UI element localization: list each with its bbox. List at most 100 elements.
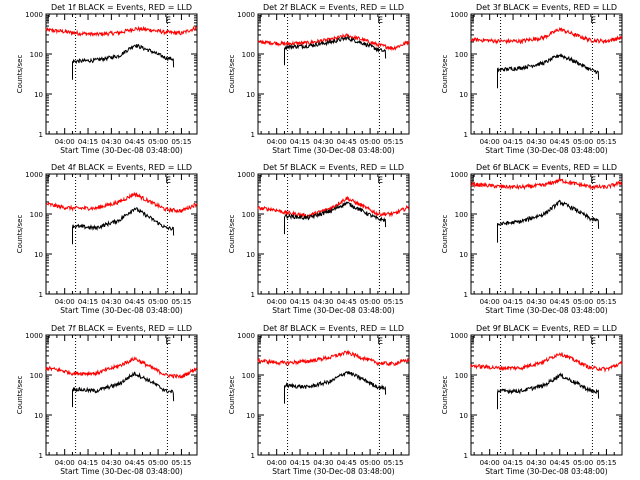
series-events-line (72, 207, 175, 245)
time-marker-label: E (377, 176, 383, 186)
x-axis-label: Start Time (30-Dec-08 03:48:00) (485, 146, 607, 155)
series-lld-line (45, 356, 198, 379)
series-lld-line (257, 349, 410, 367)
x-tick-label: 04:30 (313, 298, 333, 306)
plot-frame (257, 13, 410, 135)
x-axis-label: Start Time (30-Dec-08 03:48:00) (485, 306, 607, 315)
y-tick-label: 1 (39, 291, 43, 299)
panel-title: Det 8f BLACK = Events, RED = LLD (263, 324, 404, 333)
series-lld-line (470, 26, 622, 45)
y-tick-label: 1 (39, 131, 43, 139)
x-tick-label: 04:15 (290, 138, 310, 146)
x-tick-label: 04:00 (480, 459, 500, 467)
panel-det-3f: Det 3f BLACK = Events, RED = LLD 1 10 100 10… (441, 3, 623, 155)
y-tick-label: 10 (459, 412, 468, 420)
plot-frame (45, 173, 198, 295)
y-axis-label: Counts/sec (441, 376, 449, 415)
y-tick-label: 1 (251, 131, 255, 139)
y-tick-label: 10 (34, 91, 43, 99)
y-tick-label: 1000 (450, 171, 468, 179)
x-tick-label: 04:30 (101, 298, 121, 306)
x-tick-label: 04:00 (55, 138, 75, 146)
x-tick-label: 04:15 (290, 298, 310, 306)
x-tick-label: 04:45 (337, 138, 357, 146)
x-tick-label: 05:15 (171, 298, 191, 306)
panel-title: Det 7f BLACK = Events, RED = LLD (51, 324, 192, 333)
y-tick-label: 10 (34, 412, 43, 420)
panel-det-8f: Det 8f BLACK = Events, RED = LLD 1 10 100 10… (228, 324, 410, 476)
y-tick-label: 100 (242, 51, 255, 59)
x-tick-label: 05:00 (360, 459, 380, 467)
y-tick-label: 100 (30, 211, 43, 219)
x-tick-label: 04:00 (267, 298, 287, 306)
y-axis-label: Counts/sec (228, 215, 236, 254)
x-tick-label: 04:45 (125, 138, 145, 146)
x-tick-label: 04:00 (480, 298, 500, 306)
time-marker-label: E (377, 16, 383, 26)
x-tick-label: 04:30 (101, 459, 121, 467)
y-tick-label: 1000 (237, 332, 255, 340)
panel-det-9f: Det 9f BLACK = Events, RED = LLD 1 10 100 10… (441, 324, 623, 476)
x-tick-label: 04:45 (550, 138, 570, 146)
y-axis-label: Counts/sec (16, 55, 24, 94)
time-marker-label: E (165, 176, 171, 186)
y-tick-label: 1 (464, 131, 468, 139)
y-tick-label: 100 (30, 51, 43, 59)
x-tick-label: 04:00 (267, 459, 287, 467)
x-tick-label: 05:15 (383, 459, 403, 467)
x-tick-label: 04:45 (125, 459, 145, 467)
x-tick-label: 05:00 (360, 298, 380, 306)
series-events-line (284, 371, 387, 404)
time-marker-label: E (590, 176, 596, 186)
x-tick-label: 05:00 (573, 459, 593, 467)
x-tick-label: 05:15 (596, 298, 616, 306)
y-tick-label: 1 (251, 452, 255, 460)
y-tick-label: 1 (39, 452, 43, 460)
y-tick-label: 100 (30, 372, 43, 380)
y-tick-label: 1000 (237, 171, 255, 179)
y-axis-label: Counts/sec (228, 376, 236, 415)
panel-det-2f: Det 2f BLACK = Events, RED = LLD 1 10 100 10… (228, 3, 410, 155)
series-lld-line (45, 25, 198, 37)
x-tick-label: 05:00 (148, 459, 168, 467)
x-tick-label: 05:15 (171, 138, 191, 146)
series-events-line (497, 372, 600, 410)
y-tick-label: 10 (459, 91, 468, 99)
x-axis-label: Start Time (30-Dec-08 03:48:00) (272, 467, 394, 476)
panel-title: Det 4f BLACK = Events, RED = LLD (51, 163, 192, 172)
panel-title: Det 5f BLACK = Events, RED = LLD (263, 163, 404, 172)
series-events-line (72, 371, 175, 408)
panel-det-6f: Det 6f BLACK = Events, RED = LLD 1 10 100 10… (441, 163, 623, 315)
y-axis-label: Counts/sec (16, 215, 24, 254)
panel-det-1f: Det 1f BLACK = Events, RED = LLD 1 10 100 10… (16, 3, 198, 155)
x-tick-label: 04:15 (503, 138, 523, 146)
x-axis-label: Start Time (30-Dec-08 03:48:00) (60, 146, 182, 155)
x-tick-label: 04:45 (125, 298, 145, 306)
panel-title: Det 2f BLACK = Events, RED = LLD (263, 3, 404, 12)
x-tick-label: 05:00 (573, 298, 593, 306)
panel-det-7f: Det 7f BLACK = Events, RED = LLD 1 10 100 10… (16, 324, 198, 476)
panel-title: Det 3f BLACK = Events, RED = LLD (476, 3, 617, 12)
x-tick-label: 04:45 (550, 459, 570, 467)
panel-title: Det 1f BLACK = Events, RED = LLD (51, 3, 192, 12)
series-lld-line (45, 191, 197, 214)
time-marker-label: E (165, 337, 171, 347)
y-axis-label: Counts/sec (228, 55, 236, 94)
series-lld-line (257, 32, 410, 52)
y-tick-label: 100 (455, 51, 468, 59)
plot-frame (257, 334, 410, 456)
x-tick-label: 04:00 (480, 138, 500, 146)
x-tick-label: 04:15 (503, 298, 523, 306)
plot-frame (470, 13, 623, 135)
x-tick-label: 04:00 (55, 459, 75, 467)
x-tick-label: 04:45 (337, 459, 357, 467)
series-lld-line (470, 352, 623, 373)
x-tick-label: 04:30 (526, 298, 546, 306)
y-tick-label: 10 (246, 251, 255, 259)
x-tick-label: 04:00 (55, 298, 75, 306)
x-axis-label: Start Time (30-Dec-08 03:48:00) (485, 467, 607, 476)
x-tick-label: 05:00 (360, 138, 380, 146)
panel-title: Det 6f BLACK = Events, RED = LLD (476, 163, 617, 172)
panel-det-5f: Det 5f BLACK = Events, RED = LLD 1 10 100 10… (228, 163, 410, 315)
